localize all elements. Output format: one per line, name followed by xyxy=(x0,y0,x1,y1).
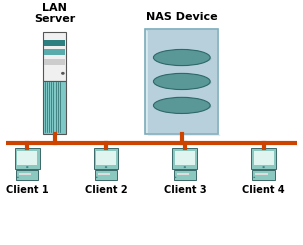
Bar xyxy=(251,148,276,169)
Bar xyxy=(44,49,65,55)
Bar xyxy=(94,148,118,169)
Ellipse shape xyxy=(153,49,210,66)
Ellipse shape xyxy=(155,101,211,112)
Bar xyxy=(252,170,275,180)
Text: Client 4: Client 4 xyxy=(242,185,285,195)
Circle shape xyxy=(26,166,28,168)
Circle shape xyxy=(175,177,176,178)
Bar xyxy=(19,173,32,175)
Circle shape xyxy=(17,177,19,178)
Circle shape xyxy=(61,72,65,75)
Text: Client 3: Client 3 xyxy=(164,185,206,195)
Bar xyxy=(145,29,218,134)
Bar xyxy=(43,81,66,134)
Bar xyxy=(255,173,268,175)
Bar xyxy=(43,32,66,81)
Polygon shape xyxy=(145,29,221,135)
Circle shape xyxy=(262,166,265,168)
Text: Client 1: Client 1 xyxy=(6,185,48,195)
Text: Client 2: Client 2 xyxy=(85,185,127,195)
Bar xyxy=(15,148,40,169)
Circle shape xyxy=(184,166,186,168)
Bar xyxy=(172,148,197,169)
Circle shape xyxy=(253,177,255,178)
Bar xyxy=(16,170,38,180)
Ellipse shape xyxy=(153,97,210,113)
Circle shape xyxy=(96,177,98,178)
Ellipse shape xyxy=(153,74,210,89)
Bar xyxy=(17,151,37,165)
Text: NAS Device: NAS Device xyxy=(146,12,218,22)
Bar xyxy=(174,170,196,180)
Bar xyxy=(96,151,116,165)
Bar xyxy=(44,59,65,65)
Ellipse shape xyxy=(155,77,211,88)
Text: LAN
Server: LAN Server xyxy=(34,3,75,25)
Bar xyxy=(95,170,117,180)
Bar xyxy=(175,151,195,165)
Bar xyxy=(98,173,110,175)
Circle shape xyxy=(105,166,107,168)
Ellipse shape xyxy=(155,53,211,64)
Bar xyxy=(44,40,65,46)
Bar xyxy=(254,151,274,165)
Bar xyxy=(177,173,189,175)
